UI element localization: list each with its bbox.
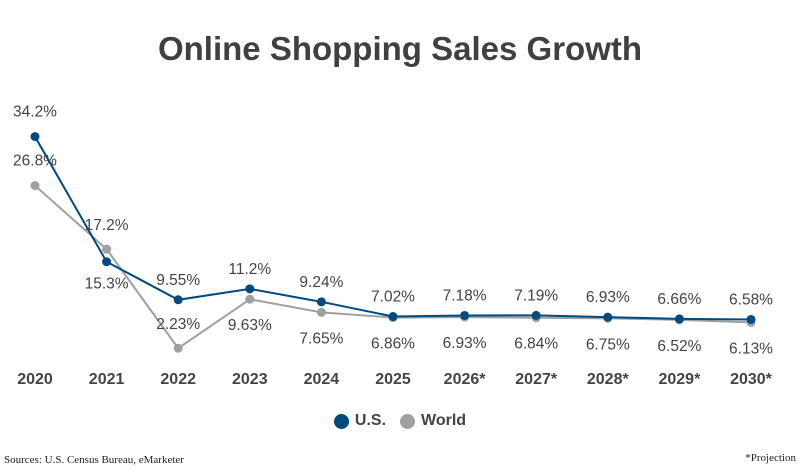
data-label-world: 6.86% (371, 336, 415, 353)
x-tick-label: 2020 (17, 371, 53, 388)
x-tick-label: 2023 (232, 371, 268, 388)
legend-marker-world (400, 413, 416, 429)
data-label-us: 6.93% (586, 289, 630, 306)
data-point-us (531, 310, 541, 320)
series-line-world (34, 184, 752, 350)
legend-marker-us (333, 413, 349, 429)
data-point-us (388, 312, 398, 322)
source-note: Sources: U.S. Census Bureau, eMarketer (4, 454, 184, 466)
data-label-world: 6.52% (657, 338, 701, 355)
data-label-us: 11.2% (228, 261, 271, 278)
data-label-us: 34.2% (13, 104, 57, 121)
data-label-world: 6.13% (729, 340, 773, 357)
data-point-us (674, 314, 684, 324)
projection-note: *Projection (745, 452, 796, 464)
x-tick-label: 2030* (730, 371, 773, 388)
data-label-us: 9.24% (299, 274, 343, 291)
data-label-world: 6.93% (443, 335, 487, 352)
legend-label-world: World (421, 412, 467, 429)
data-label-world: 17.2% (85, 217, 129, 234)
data-point-world (316, 307, 326, 317)
data-point-world (30, 181, 40, 191)
data-label-us: 7.18% (443, 287, 487, 304)
data-point-us (30, 132, 40, 142)
data-label-world: 2.23% (156, 316, 200, 333)
data-point-us (102, 257, 112, 267)
data-point-world (102, 244, 112, 254)
data-label-world: 6.84% (514, 336, 558, 353)
x-tick-label: 2029* (658, 371, 701, 388)
data-point-us (245, 284, 255, 294)
x-tick-label: 2025 (375, 371, 411, 388)
data-label-us: 6.58% (729, 291, 773, 308)
chart-title: Online Shopping Sales Growth (157, 30, 643, 67)
x-tick-label: 2026* (444, 371, 487, 388)
data-point-us (603, 312, 613, 322)
legend-item-world[interactable]: World (400, 412, 466, 430)
legend: U.S. World (0, 412, 800, 430)
legend-item-us[interactable]: U.S. (333, 412, 387, 430)
data-label-us: 9.55% (156, 272, 200, 289)
data-label-us: 15.3% (85, 276, 129, 293)
x-tick-label: 2022 (160, 371, 196, 388)
x-tick-label: 2028* (587, 371, 630, 388)
data-point-us (746, 314, 756, 324)
data-point-world (173, 343, 183, 353)
data-point-world (245, 294, 255, 304)
x-tick-label: 2024 (304, 371, 340, 388)
x-tick-label: 2027* (515, 371, 558, 388)
x-tick-label: 2021 (89, 371, 125, 388)
data-label-world: 6.75% (586, 336, 630, 353)
data-point-us (460, 310, 470, 320)
data-label-us: 6.66% (657, 291, 701, 308)
data-label-us: 7.19% (514, 287, 558, 304)
legend-label-us: U.S. (354, 412, 387, 429)
line-chart: 34.2% 15.3% 9.55% 11.2% 9.24% 7.02% 7.18% 7.19%… (13, 104, 773, 388)
data-point-us (316, 297, 326, 307)
data-point-us (173, 295, 183, 305)
data-label-world: 7.65% (299, 330, 343, 347)
data-label-us: 7.02% (371, 289, 415, 306)
data-label-world: 26.8% (13, 153, 57, 170)
data-label-world: 9.63% (228, 317, 272, 334)
